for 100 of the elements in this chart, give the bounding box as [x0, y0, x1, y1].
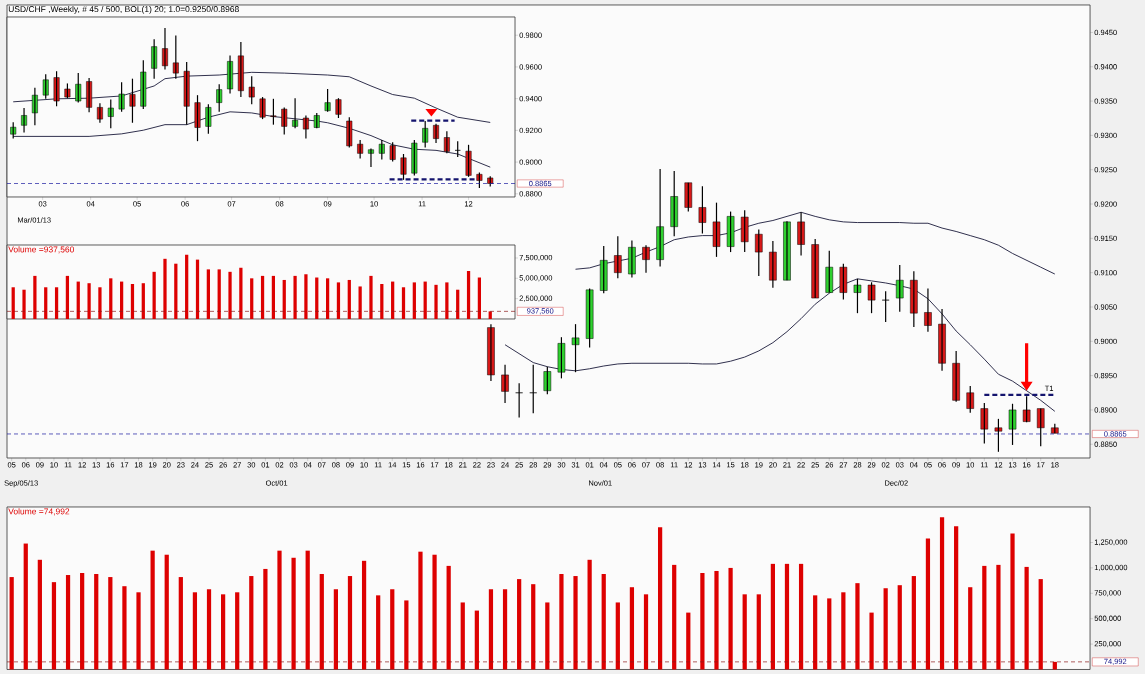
bar — [954, 526, 959, 670]
bar — [770, 563, 775, 670]
candlestick — [346, 116, 353, 149]
candlestick — [712, 202, 721, 258]
bar — [333, 589, 338, 670]
bar — [239, 267, 243, 319]
candlestick — [895, 264, 904, 313]
candlestick — [839, 263, 848, 301]
bar — [798, 563, 804, 670]
candlestick — [172, 34, 179, 80]
candlestick — [205, 103, 212, 135]
bar — [358, 286, 362, 319]
bar — [87, 283, 91, 319]
candlestick — [53, 70, 60, 107]
bar — [33, 275, 37, 319]
bar — [432, 554, 437, 670]
candlestick — [910, 270, 918, 328]
candlestick — [543, 366, 552, 395]
candlestick — [107, 99, 114, 129]
bar — [178, 577, 183, 670]
candlestick — [670, 170, 678, 237]
bar — [195, 259, 200, 319]
bar — [672, 564, 677, 670]
candlestick — [183, 61, 190, 126]
candlestick — [867, 281, 876, 314]
candlestick — [259, 96, 266, 120]
bar — [277, 550, 282, 670]
bar — [152, 271, 156, 319]
bar — [460, 602, 465, 670]
bar — [939, 517, 945, 670]
candlestick — [599, 245, 608, 294]
bar — [150, 550, 155, 670]
bar — [347, 279, 351, 319]
bar — [37, 559, 42, 670]
bar — [827, 598, 832, 670]
candlestick — [980, 402, 989, 445]
candlestick — [118, 81, 125, 113]
bar — [136, 592, 141, 670]
bar — [206, 589, 212, 670]
bar — [982, 565, 987, 670]
chart-title: USD/CHF ,Weekly, # 45 / 500, BOL(1) 20; 1.0=0.9250/0.8968 — [8, 5, 239, 14]
bar — [601, 574, 606, 670]
bar — [629, 587, 635, 670]
candlestick — [994, 418, 1003, 453]
bar — [260, 275, 265, 319]
bar — [94, 574, 99, 670]
candlestick — [411, 139, 418, 177]
candlestick — [270, 98, 277, 126]
bar — [728, 567, 733, 670]
bar — [141, 283, 145, 319]
bar — [545, 602, 550, 670]
candlestick — [400, 153, 407, 181]
candlestick — [42, 73, 49, 100]
bar — [291, 557, 296, 670]
bar — [361, 560, 367, 670]
bar — [968, 587, 973, 670]
candlestick — [140, 59, 147, 110]
bar — [109, 278, 113, 319]
candlestick — [585, 287, 594, 349]
bar — [122, 586, 127, 670]
bar — [531, 584, 536, 670]
bar — [51, 582, 57, 670]
candlestick — [216, 83, 223, 113]
candlestick — [698, 185, 707, 235]
bar — [559, 574, 564, 670]
bar — [9, 577, 14, 670]
bar — [22, 289, 26, 319]
bar — [250, 278, 254, 319]
candlestick — [422, 120, 429, 149]
bar — [54, 287, 59, 319]
candlestick — [825, 250, 834, 294]
bar — [488, 589, 494, 670]
bar — [643, 594, 649, 670]
candlestick — [684, 182, 693, 213]
candlestick — [881, 290, 890, 323]
bar — [347, 576, 353, 670]
bar — [164, 554, 169, 670]
bar — [1038, 579, 1043, 670]
bar — [517, 579, 522, 670]
bar — [130, 284, 135, 319]
bar — [714, 570, 719, 670]
candlestick — [248, 75, 255, 105]
bar — [418, 551, 423, 670]
bar — [1010, 533, 1015, 670]
candlestick — [966, 385, 975, 414]
bar — [686, 612, 691, 670]
bar — [163, 258, 167, 319]
candlestick — [726, 210, 735, 253]
bar — [615, 602, 620, 670]
bar — [174, 263, 178, 319]
bar — [756, 594, 761, 670]
bar — [44, 287, 48, 319]
candlestick — [853, 278, 862, 314]
bar — [80, 573, 85, 670]
bar — [996, 564, 1001, 670]
bar — [325, 278, 330, 319]
bar — [263, 568, 268, 670]
bar — [784, 563, 790, 670]
bar — [108, 577, 113, 670]
chart-title: Volume =74,992 — [8, 508, 70, 516]
